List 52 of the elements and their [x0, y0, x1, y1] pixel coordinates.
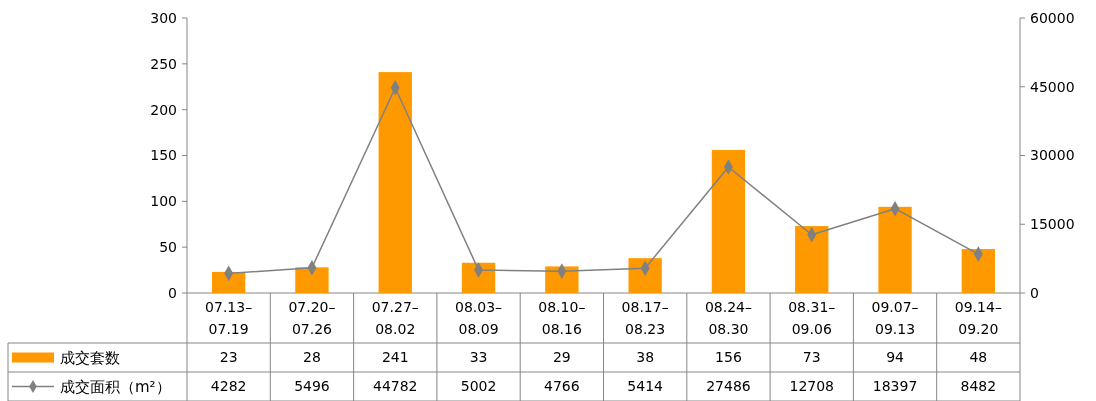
data-label: 4766: [544, 378, 580, 395]
bar: [295, 267, 329, 293]
bar: [961, 249, 996, 293]
data-label: 23: [219, 349, 238, 366]
x-tick-label: 08.31–09.06: [788, 299, 836, 337]
bar: [378, 72, 412, 293]
bar: [878, 206, 912, 293]
x-tick-label: 07.13–07.19: [205, 299, 253, 337]
x-tick-label: 08.24–08.30: [704, 299, 752, 337]
data-label: 12708: [789, 378, 835, 395]
data-label: 4282: [210, 378, 247, 395]
y-tick-label: 50: [159, 239, 177, 256]
y-tick-label: 0: [168, 284, 177, 301]
bar: [711, 150, 746, 293]
data-label: 8482: [960, 378, 997, 395]
data-label: 27486: [706, 378, 751, 395]
data-label: 94: [886, 349, 905, 366]
legend-label: 成交面积（m²）: [60, 377, 171, 396]
x-tick-label: 08.10–08.16: [538, 299, 586, 337]
y2-tick-label: 0: [1030, 284, 1039, 301]
data-label: 38: [636, 349, 655, 366]
data-label: 241: [381, 349, 409, 366]
x-tick-label: 07.27–08.02: [371, 299, 419, 337]
x-tick-label: 08.17–08.23: [621, 299, 669, 337]
bar: [211, 271, 246, 293]
x-tick-label: 07.20–07.26: [288, 299, 336, 337]
data-label: 5002: [460, 378, 497, 395]
y-tick-label: 100: [150, 193, 177, 210]
data-label: 18397: [872, 378, 918, 395]
y-tick-label: 150: [150, 147, 177, 164]
x-tick-label: 09.14–09.20: [954, 299, 1002, 337]
y-tick-label: 300: [150, 9, 177, 26]
data-label: 29: [552, 349, 571, 366]
data-label: 44782: [372, 378, 418, 395]
bar: [795, 226, 829, 293]
y-tick-label: 200: [150, 101, 177, 118]
data-label: 5414: [627, 378, 664, 395]
y2-tick-label: 60000: [1030, 9, 1075, 26]
data-label: 5496: [294, 378, 330, 395]
bar: [628, 258, 662, 293]
data-label: 33: [469, 349, 488, 366]
y2-tick-label: 45000: [1030, 78, 1075, 95]
y-tick-label: 250: [150, 55, 177, 72]
x-tick-label: 08.03–08.09: [455, 299, 503, 337]
data-label: 156: [715, 349, 742, 366]
data-label: 73: [802, 349, 821, 366]
y2-tick-label: 15000: [1030, 216, 1075, 233]
x-tick-label: 09.07–09.13: [871, 299, 919, 337]
data-label: 48: [969, 349, 988, 366]
y2-tick-label: 30000: [1030, 147, 1075, 164]
data-label: 28: [303, 349, 321, 366]
legend-label: 成交套数: [60, 348, 120, 367]
